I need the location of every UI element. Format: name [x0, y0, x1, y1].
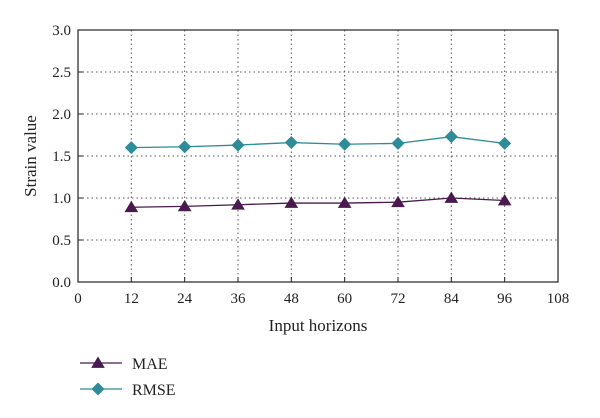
data-point-rmse	[498, 136, 512, 150]
x-tick-label: 0	[74, 291, 82, 307]
series-line-mae	[131, 197, 505, 208]
x-tick-label: 84	[444, 291, 460, 307]
data-point-rmse	[391, 136, 405, 150]
x-tick-label: 48	[284, 291, 299, 307]
data-point-mae	[177, 199, 192, 212]
series-line-rmse	[131, 136, 505, 149]
legend: MAE RMSE	[80, 356, 176, 399]
data-point-rmse	[284, 136, 298, 150]
y-axis-label: Strain value	[21, 115, 40, 197]
x-tick-label: 24	[177, 291, 193, 307]
legend-item-mae: MAE	[80, 356, 168, 373]
grid-layer	[78, 30, 558, 282]
data-point-rmse	[338, 137, 352, 151]
y-tick-label: 2.0	[52, 107, 71, 123]
legend-marker-rmse	[91, 382, 105, 396]
y-tick-label: 0.0	[52, 275, 71, 291]
data-point-mae	[391, 195, 405, 208]
legend-marker-mae	[91, 356, 105, 368]
tick-layer: 0 12 24 36 48 60 72 84 96 108 0.0 0.5 1.0 1.5 2.0 2.5 3.…	[52, 23, 569, 307]
x-tick-label: 36	[231, 291, 247, 307]
y-tick-label: 1.5	[52, 149, 71, 165]
data-point-mae	[444, 191, 459, 203]
y-tick-label: 2.5	[52, 65, 71, 81]
data-point-mae	[231, 198, 245, 210]
x-tick-label: 72	[391, 291, 406, 307]
x-tick-label: 12	[124, 291, 139, 307]
x-axis-label: Input horizons	[269, 316, 368, 335]
data-point-mae	[124, 200, 139, 213]
x-tick-label: 96	[497, 291, 513, 307]
y-tick-label: 0.5	[52, 233, 71, 249]
x-tick-label: 60	[337, 291, 352, 307]
data-point-mae	[337, 196, 352, 208]
data-point-rmse	[444, 130, 458, 144]
legend-item-rmse: RMSE	[80, 382, 176, 399]
data-point-rmse	[178, 140, 192, 154]
y-tick-label: 1.0	[52, 191, 71, 207]
x-tick-label: 108	[547, 291, 570, 307]
data-point-rmse	[231, 138, 245, 152]
data-point-mae	[284, 196, 299, 208]
legend-label-rmse: RMSE	[132, 382, 176, 399]
data-point-rmse	[124, 141, 138, 155]
legend-label-mae: MAE	[132, 356, 168, 373]
data-point-mae	[497, 194, 512, 206]
series-layer	[124, 130, 512, 213]
y-tick-label: 3.0	[52, 23, 71, 39]
